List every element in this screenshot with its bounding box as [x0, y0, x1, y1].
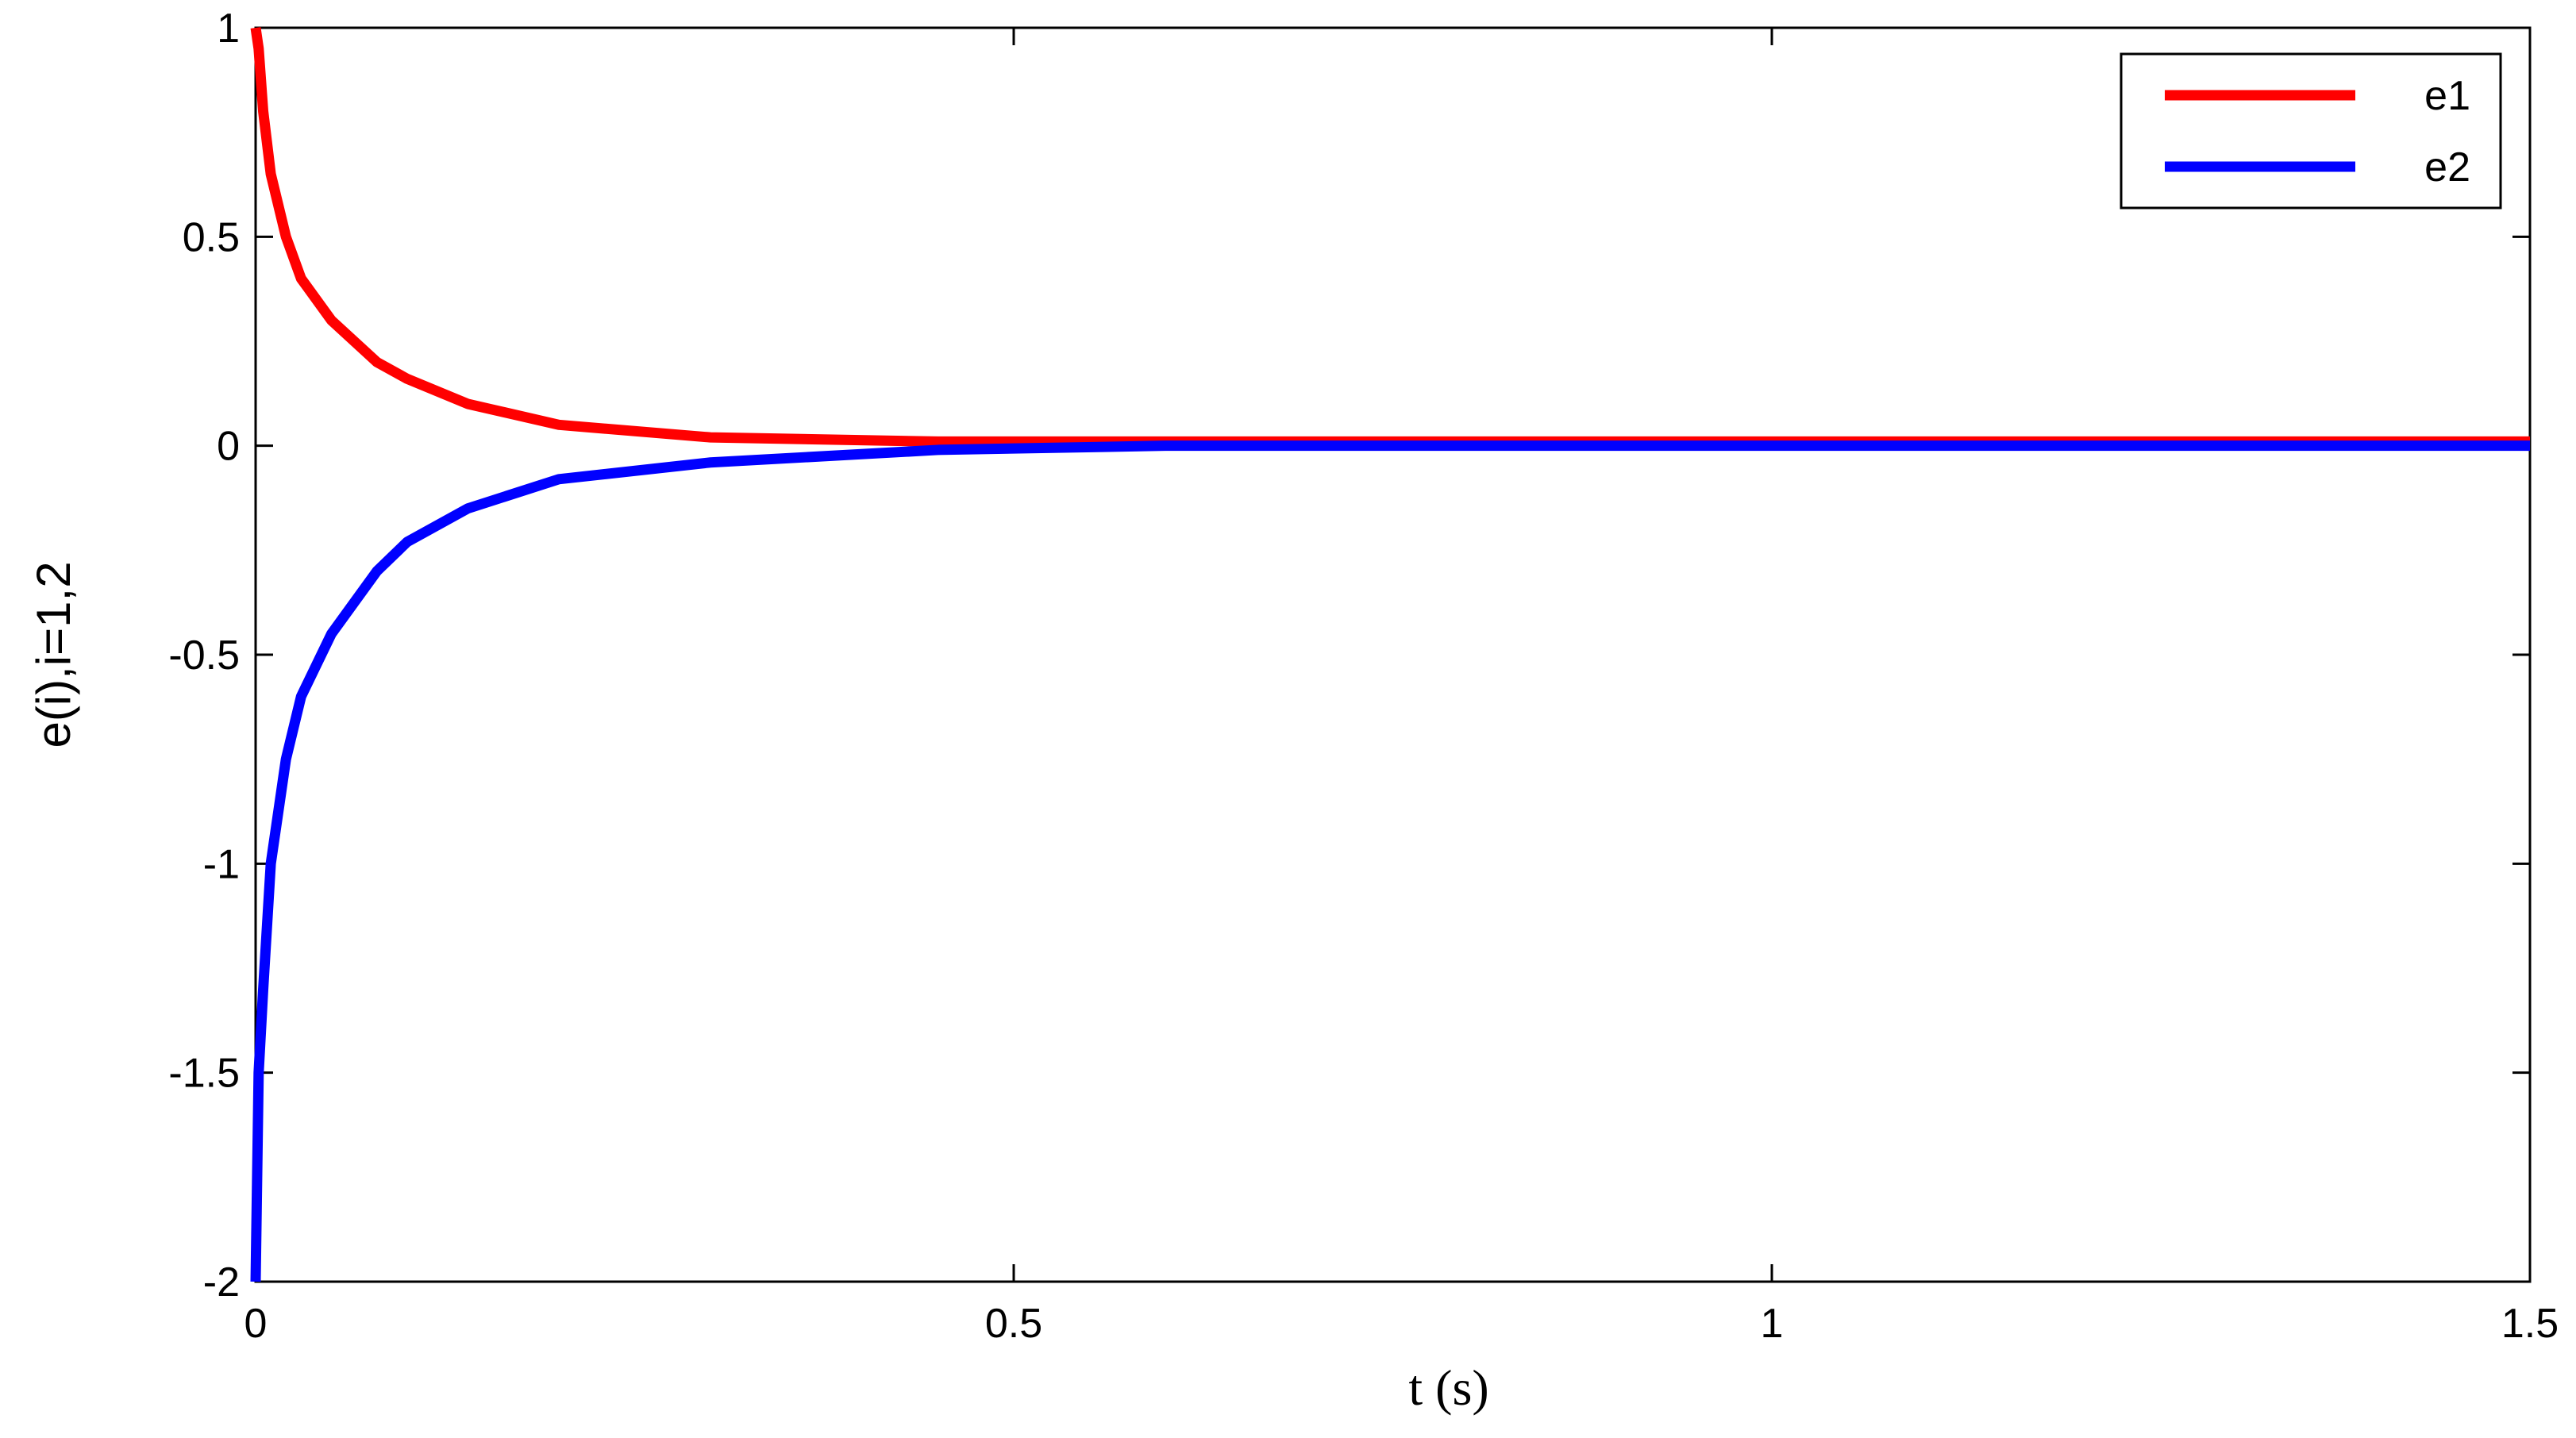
y-tick-label: -0.5: [168, 632, 240, 679]
series-line: [250, 27, 2530, 447]
legend-label: e1: [2424, 73, 2470, 119]
plot-frame: [254, 26, 2532, 1283]
x-tick-label: 0.5: [985, 1301, 1042, 1347]
y-tick-label: 0: [217, 424, 240, 470]
series-line: [250, 440, 2530, 1282]
x-tick-label: 1.5: [2501, 1301, 2559, 1347]
y-tick-label: -2: [203, 1259, 240, 1305]
x-tick-label: 0: [245, 1301, 268, 1347]
y-tick-label: -1: [203, 841, 240, 887]
x-axis-label: t (s): [1408, 1359, 1488, 1416]
y-tick-label: 0.5: [183, 214, 240, 260]
x-tick-label: 1: [1761, 1301, 1784, 1347]
y-axis-label: e(i),i=1,2: [27, 561, 80, 748]
legend-label: e2: [2424, 144, 2470, 190]
legend-box: [2120, 52, 2502, 210]
y-tick-label: 1: [217, 6, 240, 52]
y-tick-label: -1.5: [168, 1051, 240, 1097]
